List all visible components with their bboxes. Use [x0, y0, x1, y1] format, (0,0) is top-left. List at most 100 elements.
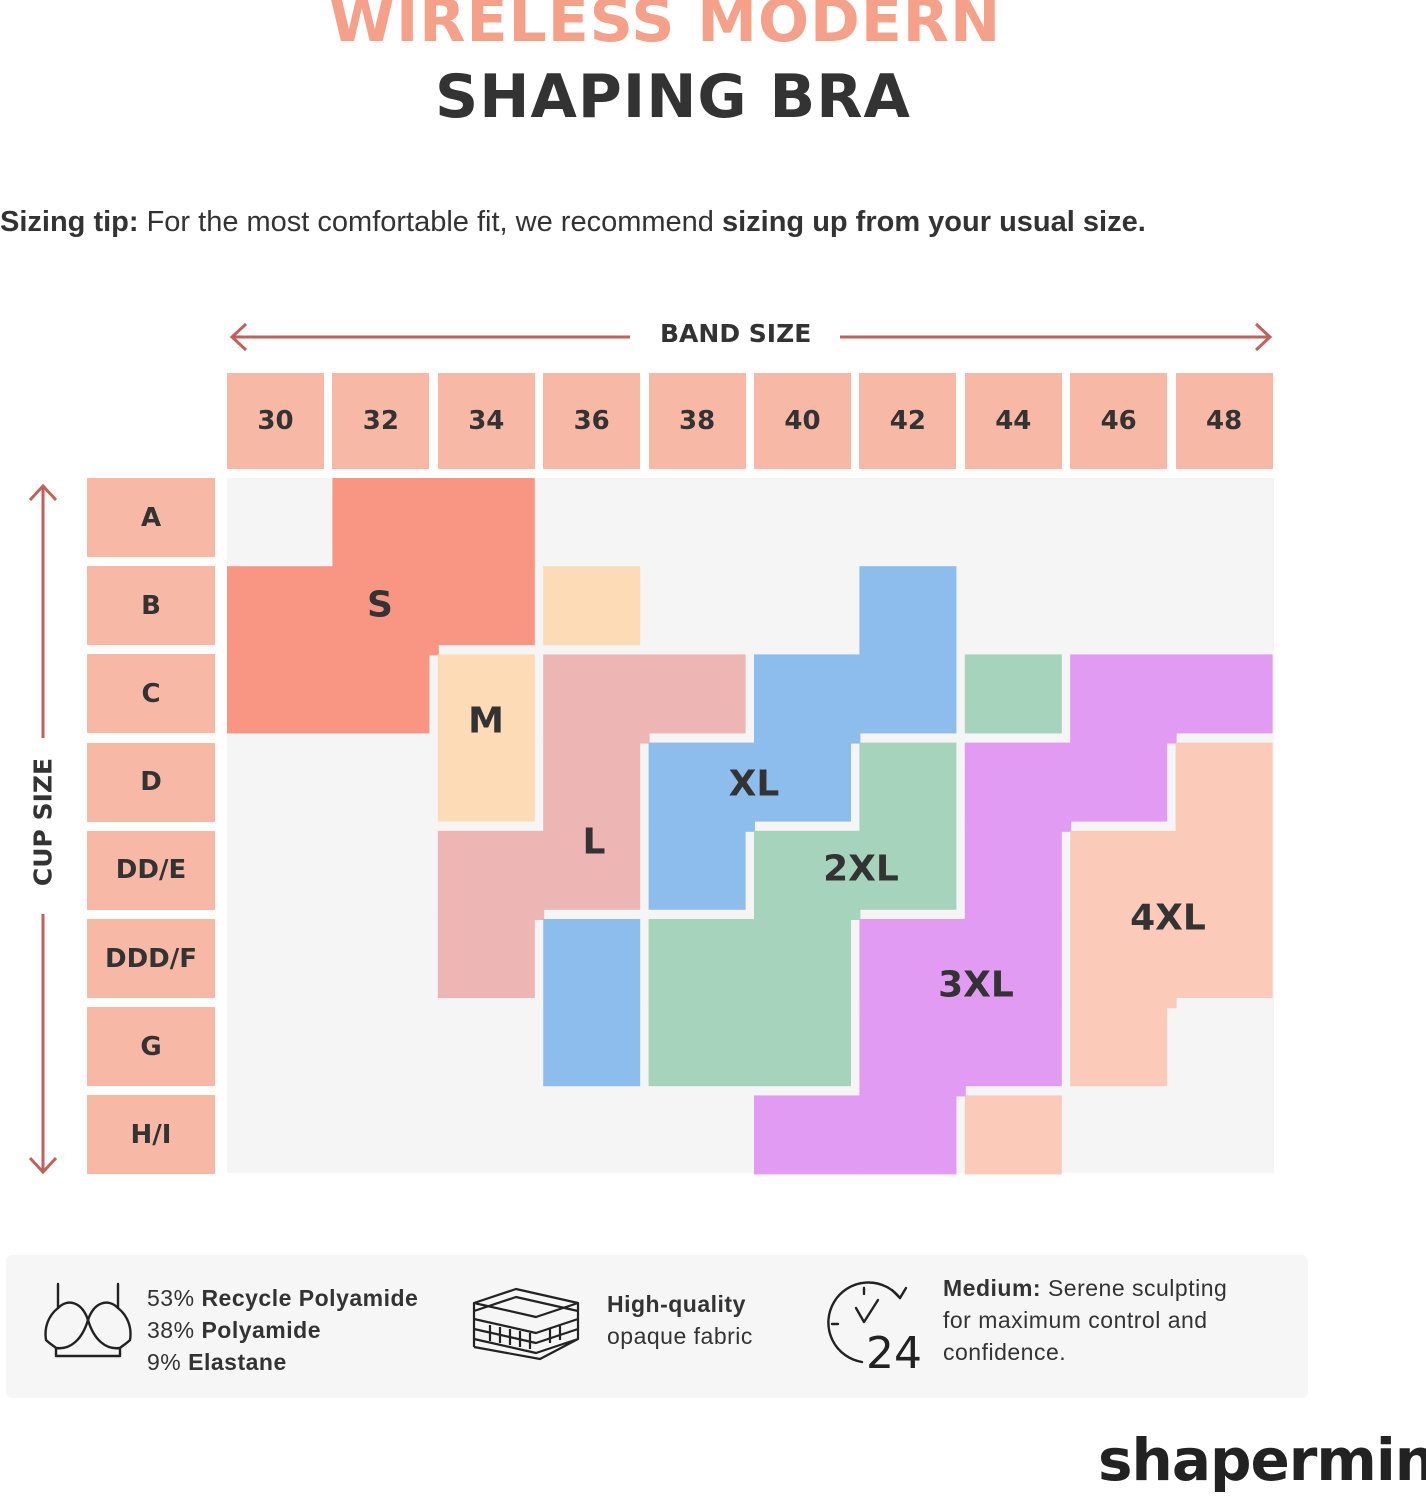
zone-cell	[648, 654, 746, 734]
cup-size-d: D	[87, 742, 215, 822]
zone-cell	[754, 919, 851, 1009]
size-zone-s	[227, 478, 535, 734]
zone-cell	[964, 1095, 1062, 1175]
cup-size-h-i: H/I	[87, 1095, 215, 1175]
zone-label-3xl: 3XL	[938, 964, 1014, 1006]
zone-cell	[754, 654, 861, 744]
size-zone-2xl	[648, 654, 1062, 1087]
zone-cell	[332, 654, 430, 734]
zone-label-s: S	[367, 584, 393, 626]
polyamide-label: Polyamide	[201, 1317, 321, 1343]
zone-cell	[1070, 919, 1177, 1009]
bra-icon	[44, 1282, 132, 1358]
elastane-label: Elastane	[188, 1349, 287, 1375]
zone-cell	[1070, 1007, 1168, 1087]
zone-cell	[437, 566, 535, 646]
band-size-38: 38	[648, 373, 746, 469]
zone-label-l: L	[582, 821, 606, 863]
zone-cell	[437, 742, 535, 822]
control-level-line-2: for maximum control and	[943, 1307, 1208, 1333]
zone-cell	[648, 1007, 755, 1087]
zone-cell	[227, 654, 334, 734]
band-size-44: 44	[964, 373, 1062, 469]
band-size-32: 32	[332, 373, 430, 469]
zone-cell	[1070, 830, 1177, 920]
cup-size-dd-e: DD/E	[87, 830, 215, 910]
sizing-tip-text: For the most comfortable fit, we recomme…	[138, 206, 722, 238]
fabric-quality-text: opaque fabric	[607, 1323, 753, 1349]
control-level-line-3: confidence.	[943, 1339, 1067, 1365]
polyamide-recycle-pct: 53%	[147, 1285, 202, 1311]
zone-label-2xl: 2XL	[823, 848, 899, 890]
zone-cell	[1175, 742, 1273, 832]
zone-cell	[437, 654, 535, 744]
cup-size-a: A	[87, 478, 215, 557]
zone-cell	[964, 1007, 1062, 1087]
size-zone-l	[437, 654, 746, 998]
zone-cell	[1070, 654, 1177, 744]
zone-cell	[859, 1095, 957, 1175]
zone-cell	[859, 1007, 966, 1097]
band-size-46: 46	[1070, 373, 1168, 469]
cup-size-arrow	[28, 483, 58, 1175]
control-level-line-1: Serene sculpting	[1041, 1275, 1228, 1301]
band-size-arrow	[229, 322, 1273, 352]
cup-size-ddd-f: DDD/F	[87, 919, 215, 998]
zone-cell	[754, 742, 851, 822]
zone-cell	[964, 919, 1062, 1009]
zone-cell	[859, 566, 957, 656]
zone-cell	[437, 919, 535, 998]
cup-size-g: G	[87, 1007, 215, 1087]
band-size-label: BAND SIZE	[660, 319, 812, 348]
zone-cell	[1175, 830, 1273, 920]
zone-cell	[648, 742, 755, 832]
control-level-label: Medium:	[943, 1275, 1042, 1301]
zone-cell	[437, 478, 535, 568]
zone-label-4xl: 4XL	[1130, 897, 1206, 939]
band-size-36: 36	[543, 373, 641, 469]
sizing-tip-label: Sizing tip:	[0, 206, 139, 238]
band-size-34: 34	[437, 373, 535, 469]
band-size-48: 48	[1175, 373, 1273, 469]
zone-cell	[543, 566, 641, 646]
svg-text:24: 24	[866, 1328, 922, 1374]
zone-cell	[754, 830, 861, 920]
sizing-tip-emphasis: sizing up from your usual size.	[721, 206, 1146, 238]
polyamide-recycle-label: Recycle Polyamide	[201, 1285, 419, 1311]
zone-cell	[332, 478, 439, 568]
zone-cell	[648, 830, 746, 910]
zone-cell	[543, 742, 641, 832]
size-zone-xl	[543, 566, 957, 1087]
zone-cell	[543, 1007, 641, 1087]
zone-cell	[1070, 742, 1168, 822]
size-zone-4xl	[964, 742, 1273, 1175]
elastane-pct: 9%	[147, 1349, 189, 1375]
cup-size-b: B	[87, 566, 215, 646]
zone-cell	[543, 654, 650, 744]
zone-cell	[1175, 919, 1273, 998]
title-line-1: WIRELESS MODERN	[328, 0, 1002, 56]
zone-cell	[859, 654, 957, 734]
sizing-tip: Sizing tip: For the most comfortable fit…	[0, 206, 1146, 239]
size-zone-m	[437, 566, 641, 822]
zone-cell	[859, 742, 957, 832]
title-line-2: SHAPING BRA	[435, 62, 911, 132]
polyamide-pct: 38%	[147, 1317, 202, 1343]
zone-cell	[1175, 654, 1273, 734]
fabric-composition: 53% Recycle Polyamide 38% Polyamide 9% E…	[147, 1282, 418, 1378]
fabric-layers-icon	[472, 1287, 580, 1361]
fabric-quality: High-quality opaque fabric	[607, 1288, 753, 1352]
zone-cell	[543, 830, 641, 910]
size-zones	[227, 478, 1273, 1175]
control-level: Medium: Serene sculpting for maximum con…	[943, 1272, 1227, 1368]
zone-cell	[964, 654, 1062, 734]
brand-logo: shapermint	[1098, 1426, 1426, 1494]
zone-cell	[754, 1007, 851, 1087]
fabric-quality-label: High-quality	[607, 1291, 746, 1317]
band-size-40: 40	[754, 373, 851, 469]
zone-cell	[754, 1095, 861, 1175]
zone-label-m: M	[468, 700, 504, 742]
zone-cell	[437, 830, 545, 920]
zone-label-xl: XL	[728, 763, 780, 805]
zone-cell	[859, 919, 966, 1009]
